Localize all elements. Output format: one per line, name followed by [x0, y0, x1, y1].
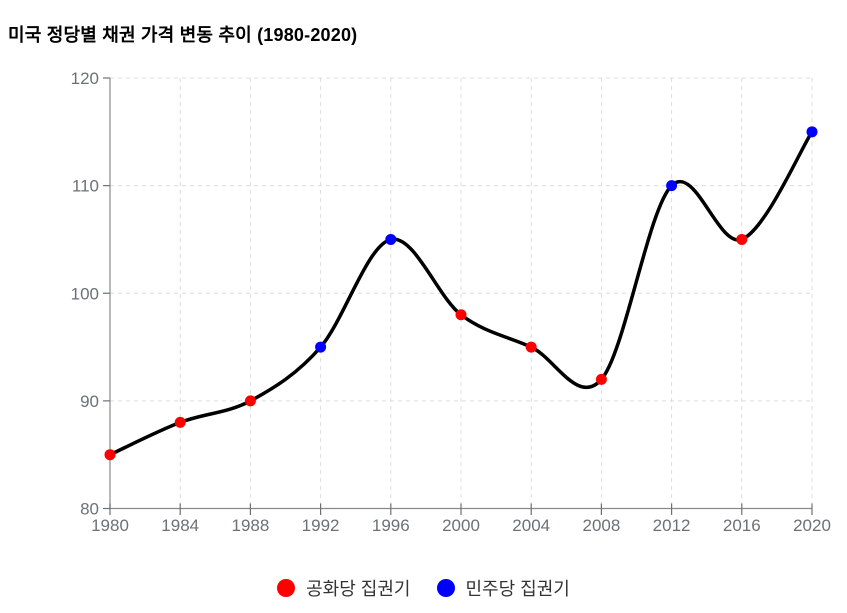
data-point-2012[interactable] — [666, 180, 678, 192]
y-tick-label-90: 90 — [80, 392, 99, 411]
data-point-1980[interactable] — [104, 449, 116, 461]
x-tick-label-1996: 1996 — [372, 516, 410, 535]
data-point-1984[interactable] — [174, 416, 186, 428]
x-tick-label-1980: 1980 — [91, 516, 129, 535]
x-tick-label-2000: 2000 — [442, 516, 480, 535]
data-point-1996[interactable] — [385, 233, 397, 245]
chart-plot-area: 80 90 100 110 120 1980 1984 1988 1992 1996 2000 200… — [71, 69, 831, 535]
data-point-2016[interactable] — [736, 233, 748, 245]
data-point-2020[interactable] — [806, 126, 818, 138]
x-tick-label-2020: 2020 — [793, 516, 831, 535]
y-tick-label-110: 110 — [72, 177, 99, 196]
republican-marker-icon — [277, 579, 296, 597]
data-point-2004[interactable] — [525, 341, 537, 353]
chart-title: 미국 정당별 채권 가격 변동 추이 (1980-2020) — [8, 25, 358, 45]
data-point-1992[interactable] — [315, 341, 327, 353]
x-tick-label-2016: 2016 — [723, 516, 761, 535]
x-tick-label-1992: 1992 — [302, 516, 340, 535]
x-tick-label-2008: 2008 — [582, 516, 620, 535]
legend-item-republican[interactable]: 공화당 집권기 — [277, 575, 411, 601]
legend-label-republican: 공화당 집권기 — [306, 579, 411, 599]
y-tick-label-100: 100 — [71, 284, 99, 303]
x-tick-label-2004: 2004 — [512, 516, 550, 535]
legend: 공화당 집권기 민주당 집권기 — [0, 575, 847, 601]
legend-item-democratic[interactable]: 민주당 집권기 — [436, 575, 570, 601]
y-tick-label-120: 120 — [71, 69, 99, 88]
x-tick-label-2012: 2012 — [653, 516, 691, 535]
legend-label-democratic: 민주당 집권기 — [465, 579, 570, 599]
data-point-2008[interactable] — [595, 373, 607, 385]
democratic-marker-icon — [436, 579, 455, 597]
y-tick-label-80: 80 — [80, 500, 99, 519]
data-point-1988[interactable] — [244, 395, 256, 407]
x-tick-label-1988: 1988 — [231, 516, 269, 535]
data-point-2000[interactable] — [455, 309, 467, 321]
x-tick-label-1984: 1984 — [161, 516, 199, 535]
